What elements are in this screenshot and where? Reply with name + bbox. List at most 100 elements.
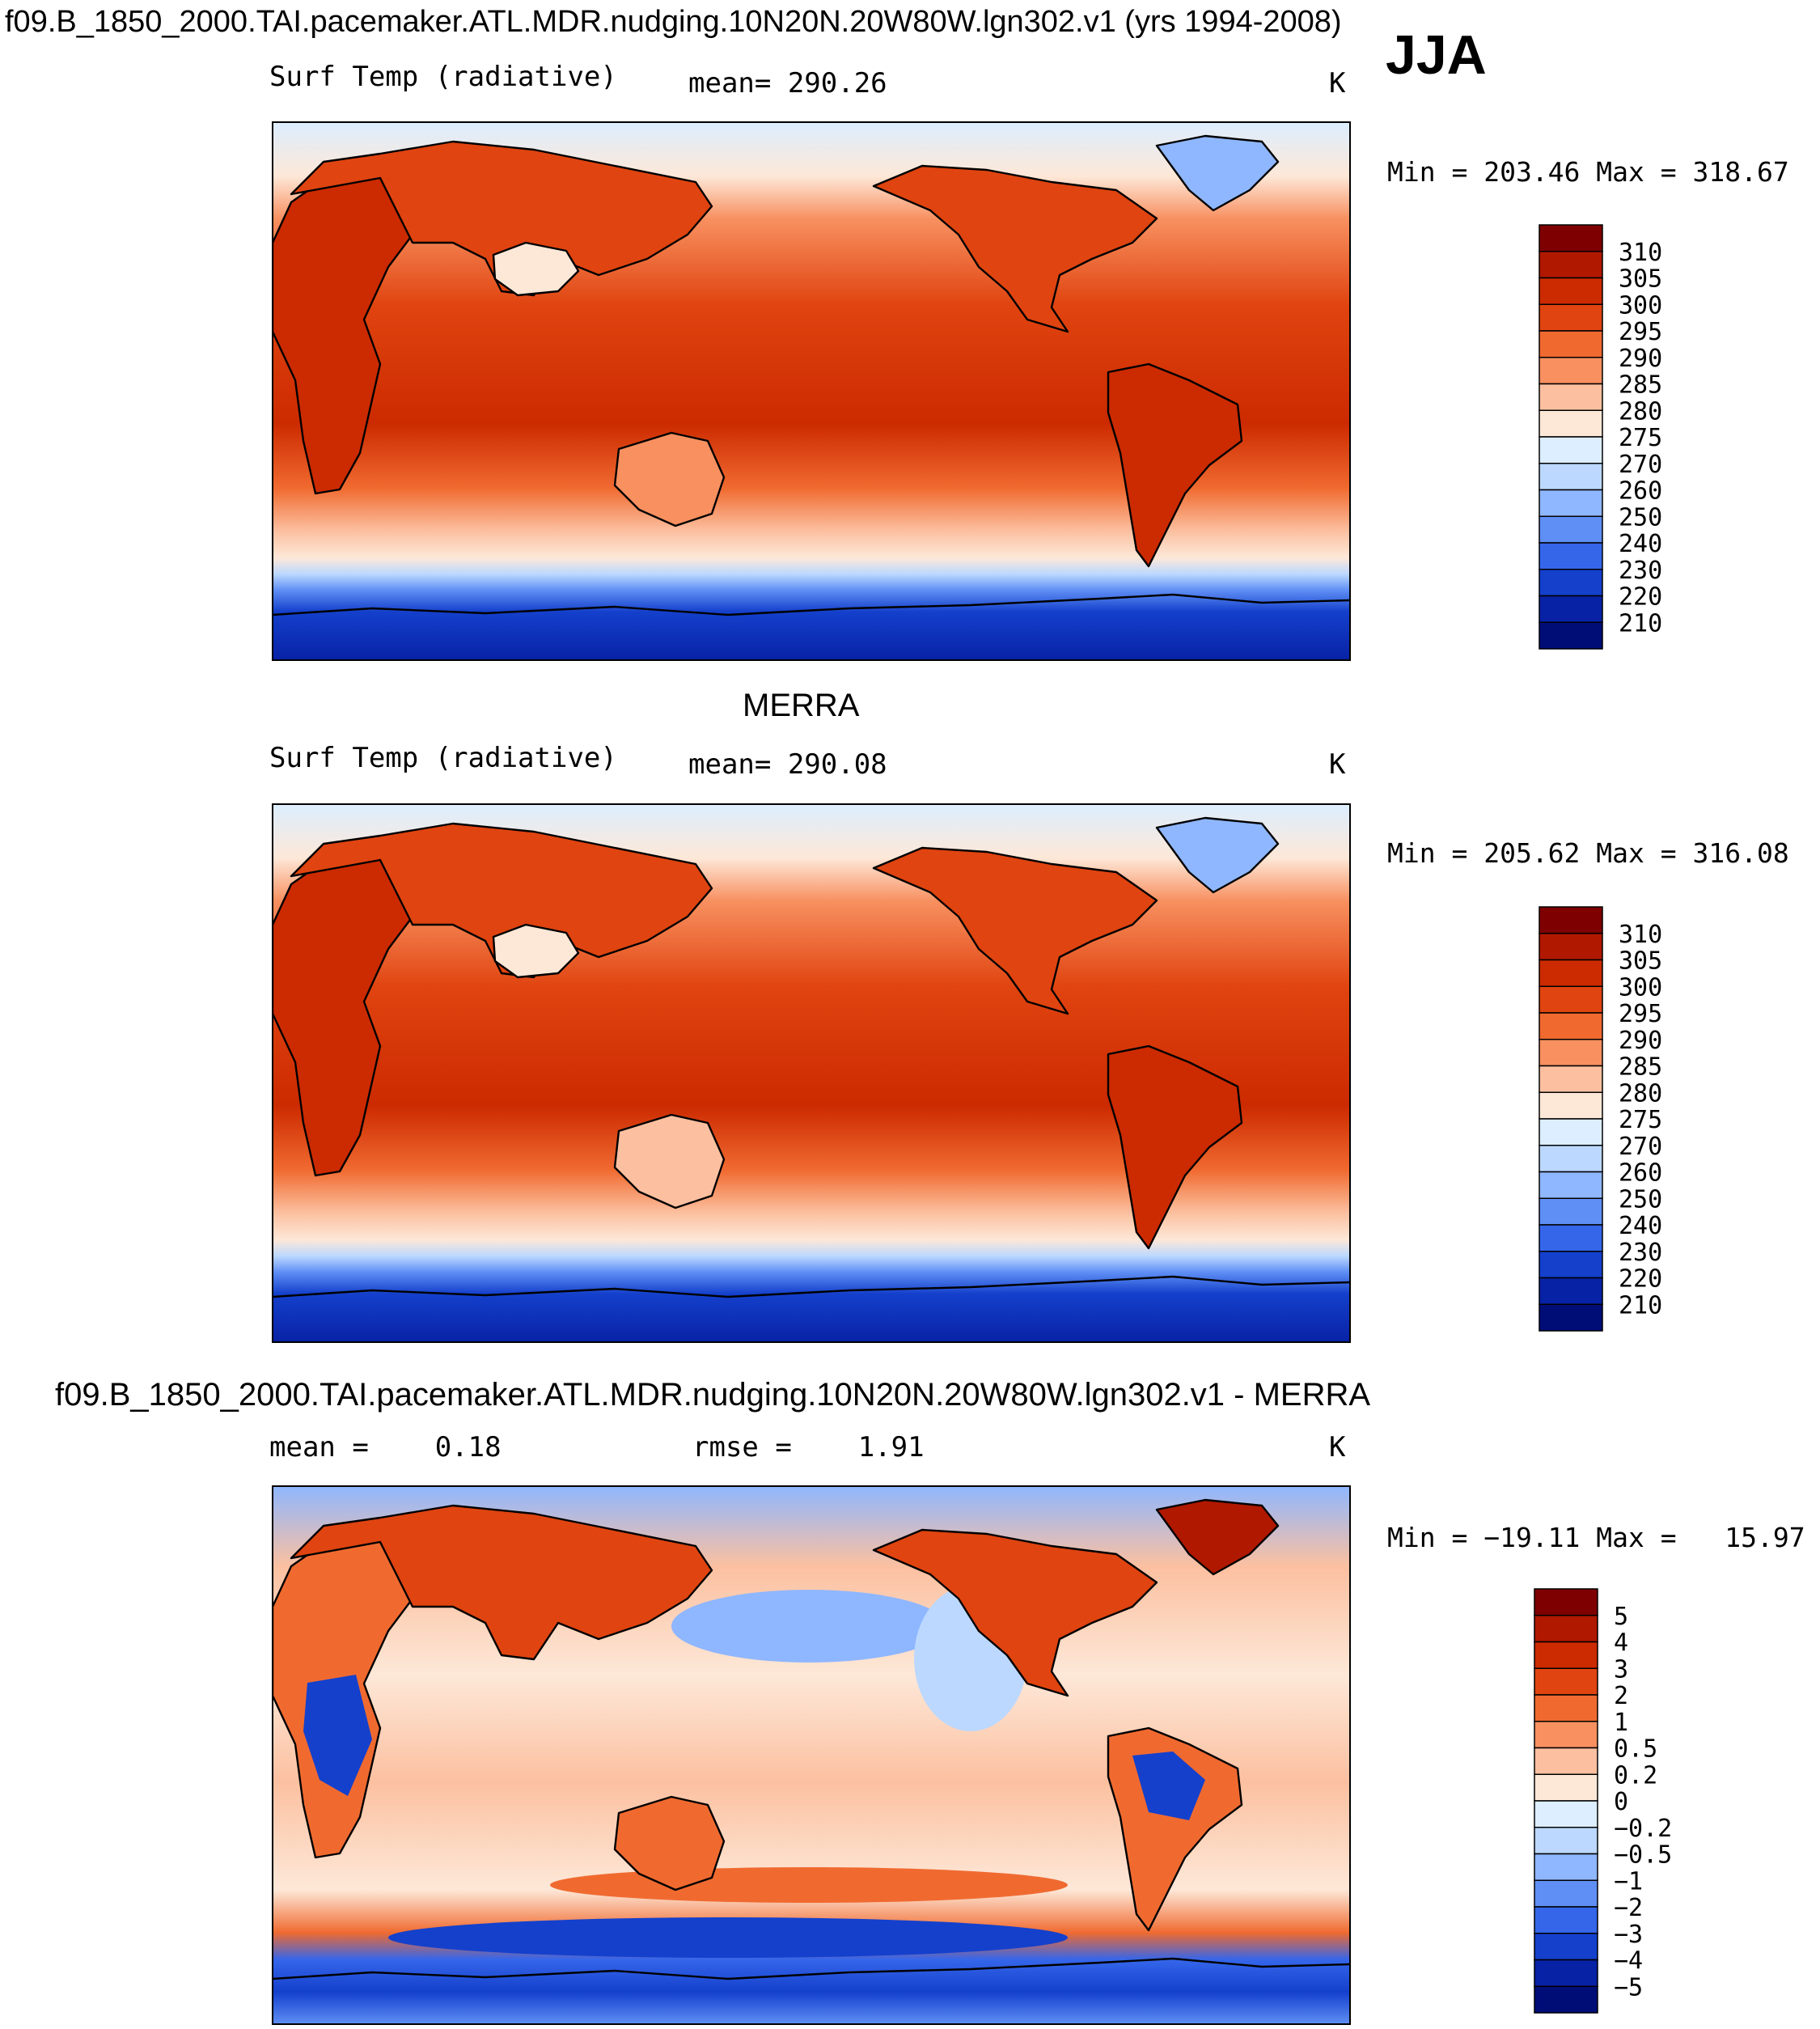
panel-1-colorbar-label: 285: [1619, 371, 1662, 400]
panel-3-colorbar-swatch: [1534, 1667, 1598, 1696]
panel-3-colorbar-label: −5: [1614, 1973, 1643, 2001]
africa-cold-anomaly: [303, 1675, 372, 1796]
panel-1-variable-label: Surf Temp (radiative): [269, 61, 617, 93]
figure-title: f09.B_1850_2000.TAI.pacemaker.ATL.MDR.nu…: [5, 5, 1342, 39]
panel-2-colorbar-label: 250: [1619, 1185, 1662, 1214]
panel-3-colorbar-label: 5: [1614, 1603, 1628, 1631]
panel-2-colorbar-label: 260: [1619, 1159, 1662, 1188]
panel-3-colorbar-swatch: [1534, 1615, 1598, 1643]
panel-3-map: [272, 1485, 1351, 2025]
panel-2-colorbar-swatch: [1539, 1065, 1603, 1093]
panel-2-colorbar-swatch: [1539, 1171, 1603, 1199]
panel-2-colorbar-swatch: [1539, 1251, 1603, 1279]
panel-1-colorbar-swatch: [1539, 463, 1603, 491]
panel-3-colorbar-label: −2: [1614, 1894, 1643, 1922]
panel-2-colorbar-swatch: [1539, 1012, 1603, 1040]
panel-2-colorbar-swatch: [1539, 1197, 1603, 1226]
panel-1-colorbar-label: 240: [1619, 530, 1662, 558]
panel-2-colorbar-swatch: [1539, 933, 1603, 961]
panel-3-minmax-label: Min = −19.11 Max = 15.97: [1387, 1522, 1805, 1553]
panel-1-colorbar-label: 270: [1619, 451, 1662, 479]
panel-3-colorbar-label: 2: [1614, 1682, 1628, 1710]
panel-3-colorbar-label: −3: [1614, 1921, 1643, 1949]
continent-asia: [290, 140, 713, 297]
panel-2-units-label: K: [1329, 748, 1346, 781]
continent-north-america: [872, 846, 1158, 1015]
panel-2-colorbar-swatch: [1539, 1118, 1603, 1146]
south-america-cold-anomaly: [1132, 1752, 1205, 1820]
antarctica-coast: [273, 593, 1350, 616]
panel-2-variable-label: Surf Temp (radiative): [269, 742, 617, 774]
north-pacific-cold-anomaly: [671, 1590, 946, 1663]
panel-1-mean-label: mean= 290.26: [688, 67, 887, 100]
panel-2-colorbar-swatch: [1539, 1145, 1603, 1173]
panel-2-minmax-label: Min = 205.62 Max = 316.08: [1387, 837, 1789, 869]
panel-3-colorbar-swatch: [1534, 1985, 1598, 2014]
panel-1-colorbar-label: 310: [1619, 239, 1662, 267]
panel-2-colorbar-label: 275: [1619, 1106, 1662, 1134]
panel-3-colorbar-swatch: [1534, 1906, 1598, 1934]
panel-3-colorbar-swatch: [1534, 1879, 1598, 1908]
panel-1-colorbar-swatch: [1539, 357, 1603, 385]
greenland: [1155, 134, 1280, 212]
continent-australia: [613, 1795, 726, 1891]
panel-2-colorbar-swatch: [1539, 1039, 1603, 1067]
panel-1-colorbar-swatch: [1539, 515, 1603, 544]
panel-2-mean-label: mean= 290.08: [688, 748, 887, 781]
panel-3-colorbar-swatch: [1534, 1694, 1598, 1722]
panel-3-colorbar-swatch: [1534, 1773, 1598, 1802]
panel-3-colorbar-label: 0: [1614, 1788, 1628, 1816]
panel-2-colorbar-swatch: [1539, 1224, 1603, 1252]
panel-2-colorbar-label: 230: [1619, 1239, 1662, 1267]
panel-1-colorbar-swatch: [1539, 251, 1603, 279]
panel-1-colorbar-swatch: [1539, 303, 1603, 332]
panel-2-colorbar-swatch: [1539, 1303, 1603, 1332]
panel-2-colorbar-label: 285: [1619, 1053, 1662, 1082]
panel-2-colorbar-swatch: [1539, 906, 1603, 934]
panel-1-colorbar-label: 280: [1619, 397, 1662, 426]
panel-1-colorbar-label: 220: [1619, 583, 1662, 612]
panel-1-colorbar-swatch: [1539, 621, 1603, 650]
panel-3-colorbar-label: 1: [1614, 1709, 1628, 1737]
continent-asia: [290, 822, 713, 979]
antarctica-coast: [273, 1275, 1350, 1298]
panel-1-colorbar-swatch: [1539, 569, 1603, 597]
panel-1-colorbar-label: 230: [1619, 557, 1662, 585]
panel-1-units-label: K: [1329, 67, 1346, 100]
panel-3-heading: f09.B_1850_2000.TAI.pacemaker.ATL.MDR.nu…: [55, 1377, 1371, 1413]
southern-ocean-cold-band: [388, 1917, 1068, 1958]
panel-3-colorbar-label: −0.2: [1614, 1815, 1672, 1843]
panel-2-colorbar-swatch: [1539, 959, 1603, 987]
panel-1-minmax-label: Min = 203.46 Max = 318.67: [1387, 156, 1789, 188]
panel-1-colorbar-label: 295: [1619, 318, 1662, 346]
continent-asia: [290, 1504, 713, 1661]
panel-1-colorbar-label: 210: [1619, 609, 1662, 638]
panel-3-units-label: K: [1329, 1431, 1346, 1464]
panel-3-colorbar-swatch: [1534, 1853, 1598, 1881]
season-label: JJA: [1386, 24, 1487, 86]
tibet-plateau: [492, 923, 580, 979]
panel-2-heading: MERRA: [743, 688, 860, 723]
antarctica-coast: [273, 1957, 1350, 1980]
panel-1-colorbar-swatch: [1539, 436, 1603, 464]
panel-2-map: [272, 803, 1351, 1343]
panel-3-colorbar-swatch: [1534, 1747, 1598, 1775]
panel-3-colorbar-label: 3: [1614, 1655, 1628, 1684]
panel-2-colorbar-swatch: [1539, 985, 1603, 1014]
panel-3-colorbar-swatch: [1534, 1959, 1598, 1987]
panel-3-colorbar-label: −1: [1614, 1867, 1643, 1896]
panel-3-colorbar-swatch: [1534, 1721, 1598, 1749]
panel-2-colorbar-label: 305: [1619, 947, 1662, 976]
panel-2-colorbar-label: 310: [1619, 921, 1662, 949]
panel-1-colorbar-swatch: [1539, 489, 1603, 517]
panel-3-colorbar-swatch: [1534, 1588, 1598, 1616]
panel-1-colorbar-label: 275: [1619, 424, 1662, 452]
panel-2-colorbar-label: 300: [1619, 973, 1662, 1002]
panel-1-colorbar-swatch: [1539, 542, 1603, 570]
continent-north-america: [872, 1528, 1158, 1697]
panel-1-colorbar-label: 260: [1619, 477, 1662, 506]
panel-3-colorbar-swatch: [1534, 1800, 1598, 1828]
southern-ocean-warm-band: [550, 1867, 1068, 1903]
panel-3-colorbar-label: 4: [1614, 1629, 1628, 1658]
panel-1-colorbar-label: 250: [1619, 503, 1662, 532]
